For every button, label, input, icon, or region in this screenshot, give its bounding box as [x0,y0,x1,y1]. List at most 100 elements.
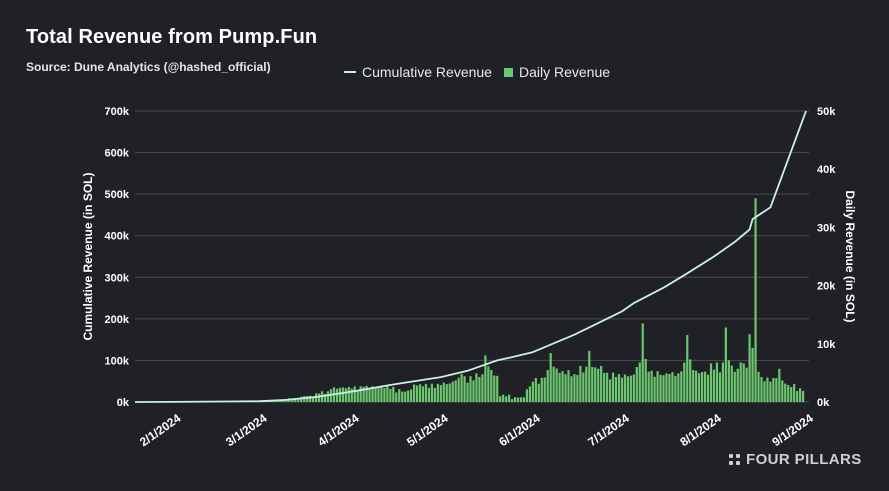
daily-revenue-bar [730,365,733,402]
daily-revenue-bar [427,387,431,402]
chart-title: Total Revenue from Pump.Fun [26,26,318,48]
daily-revenue-bar [603,372,606,402]
daily-revenue-bar [617,374,621,402]
daily-revenue-bar [674,375,677,402]
daily-revenue-bar [769,381,772,402]
daily-revenue-bar [573,374,576,402]
daily-revenue-bar [392,386,395,402]
legend-label-cumulative: Cumulative Revenue [362,64,492,80]
daily-revenue-bar [404,391,407,402]
daily-revenue-bar [356,389,359,402]
daily-revenue-bar [513,397,517,402]
daily-revenue-bar [793,383,796,402]
daily-revenue-bar [537,383,540,402]
daily-revenue-bar [781,380,784,402]
daily-revenue-bar [790,387,793,402]
daily-revenue-bar [294,398,297,402]
daily-revenue-bar [772,377,775,402]
daily-revenue-bar [490,369,493,402]
daily-revenue-bar [344,388,347,402]
x-tick-label: 3/1/2024 [223,411,270,449]
daily-revenue-bar [611,372,615,402]
daily-revenue-bar [341,387,344,402]
daily-revenue-bar [448,383,451,402]
daily-revenue-bar [656,371,659,402]
daily-revenue-bar [689,359,692,402]
y-left-tick-label: 600k [105,148,130,160]
daily-revenue-bar [389,388,392,402]
y-right-axis-title: Daily Revenue (in SOL) [843,190,857,322]
daily-revenue-bar [534,377,537,402]
daily-revenue-bar [472,380,475,402]
daily-revenue-bar [496,375,499,402]
daily-revenue-bar [519,397,523,402]
daily-revenue-bar [715,362,719,402]
daily-revenue-bar [430,383,434,402]
daily-revenue-bar [588,350,591,402]
daily-revenue-bar [531,381,534,402]
daily-revenue-bar [718,372,722,402]
y-left-tick-label: 200k [105,314,130,326]
daily-revenue-bar [508,394,511,402]
daily-revenue-bar [312,396,315,402]
daily-revenue-bar [350,388,353,402]
legend-line-swatch [344,71,356,73]
y-left-tick-label: 0k [117,397,130,409]
daily-revenue-bar [445,384,448,402]
daily-revenue-bar [279,400,282,402]
daily-revenue-bar [505,396,508,402]
daily-revenue-bar [739,362,742,402]
four-pillars-logo: FOUR PILLARS [729,451,862,468]
daily-revenue-bar [585,366,588,402]
y-right-tick-label: 30k [817,222,836,234]
legend-item-cumulative[interactable]: Cumulative Revenue [344,64,492,80]
daily-revenue-bar [326,391,330,402]
daily-revenue-bar [401,391,404,402]
daily-revenue-bar [525,389,529,402]
daily-revenue-bar [410,389,413,402]
daily-revenue-bar [451,381,454,402]
daily-revenue-bar [558,372,561,402]
daily-revenue-bar [487,366,490,402]
daily-revenue-bar [724,327,727,402]
daily-revenue-bar [540,377,543,402]
daily-revenue-bar [745,367,748,402]
daily-revenue-bar [632,374,635,402]
daily-revenue-bar [359,386,362,402]
daily-revenue-bar [579,365,582,402]
daily-revenue-bar [412,384,416,402]
daily-revenue-bar [291,399,294,402]
daily-revenue-bar [395,392,398,402]
daily-revenue-bar [561,371,564,402]
daily-revenue-bar [398,389,401,402]
daily-revenue-bar [650,370,653,402]
daily-revenue-bar [353,386,356,402]
daily-revenue-bar [641,323,644,402]
x-tick-label: 8/1/2024 [677,411,724,449]
daily-revenue-bar [377,388,380,402]
daily-revenue-bar [469,376,472,402]
daily-revenue-bar [576,374,579,402]
chart-subtitle: Source: Dune Analytics (@hashed_official… [26,60,271,74]
daily-revenue-bar [605,372,609,402]
daily-revenue-bar [680,371,683,402]
daily-revenue-bar [629,375,632,402]
legend-item-daily[interactable]: Daily Revenue [503,64,610,80]
y-right-tick-label: 40k [817,164,836,176]
daily-revenue-bar [549,353,552,402]
daily-revenue-bar [347,386,350,402]
daily-revenue-bar [626,376,629,402]
daily-revenue-bar [564,374,567,402]
daily-revenue-bar [421,386,425,402]
daily-revenue-bar [306,395,309,402]
daily-revenue-bar [647,371,650,402]
daily-revenue-bar [570,376,573,402]
daily-revenue-bar [380,386,383,402]
daily-revenue-bar [591,366,594,402]
daily-revenue-bar [546,370,549,402]
daily-revenue-bar [700,372,704,402]
daily-revenue-bar [775,378,778,402]
daily-revenue-bar [415,385,419,402]
daily-revenue-bar [635,367,638,402]
